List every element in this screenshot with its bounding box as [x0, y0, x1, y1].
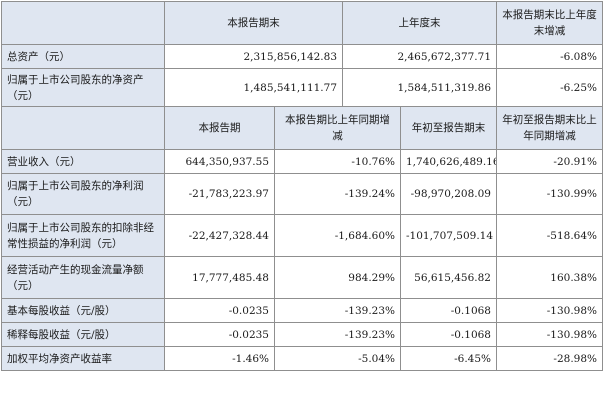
bottom-header-yoy-change: 本报告期比上年同期增减 [274, 106, 401, 150]
value-cell: 984.29% [274, 256, 401, 299]
value-cell: 1,485,541,111.77 [164, 68, 343, 107]
top-header-change: 本报告期末比上年度末增减 [496, 1, 603, 45]
row-label: 归属于上市公司股东的净资产（元） [1, 68, 165, 107]
table-row: 加权平均净资产收益率 -1.46% -5.04% -6.45% -28.98% [1, 346, 603, 371]
value-cell: -130.99% [496, 173, 603, 215]
value-cell: -5.04% [274, 346, 401, 371]
value-cell: -6.25% [496, 68, 603, 107]
value-cell: -0.1068 [400, 298, 497, 323]
bottom-header-row: 本报告期 本报告期比上年同期增减 年初至报告期末 年初至报告期末比上年同期增减 [1, 106, 603, 150]
bottom-corner-cell [1, 106, 165, 150]
top-header-prior-year-end: 上年度末 [342, 1, 497, 45]
value-cell: -20.91% [496, 149, 603, 174]
table-row: 基本每股收益（元/股） -0.0235 -139.23% -0.1068 -13… [1, 298, 603, 323]
top-corner-cell [1, 1, 165, 45]
table-row: 营业收入（元） 644,350,937.55 -10.76% 1,740,626… [1, 149, 603, 174]
value-cell: -101,707,509.14 [400, 214, 497, 257]
row-label: 归属于上市公司股东的净利润（元） [1, 173, 165, 215]
value-cell: 160.38% [496, 256, 603, 299]
table-row: 经营活动产生的现金流量净额（元） 17,777,485.48 984.29% 5… [1, 256, 603, 299]
top-header-row: 本报告期末 上年度末 本报告期末比上年度末增减 [1, 1, 603, 45]
value-cell: -6.08% [496, 44, 603, 69]
table-row: 稀释每股收益（元/股） -0.0235 -139.23% -0.1068 -13… [1, 322, 603, 347]
value-cell: -130.98% [496, 298, 603, 323]
value-cell: -1.46% [164, 346, 275, 371]
table-row: 归属于上市公司股东的净利润（元） -21,783,223.97 -139.24%… [1, 173, 603, 215]
value-cell: -139.24% [274, 173, 401, 215]
value-cell: -6.45% [400, 346, 497, 371]
financial-summary-table: 本报告期末 上年度末 本报告期末比上年度末增减 总资产（元） 2,315,856… [1, 1, 603, 371]
value-cell: 2,465,672,377.71 [342, 44, 497, 69]
bottom-header-current-period: 本报告期 [164, 106, 275, 150]
value-cell: -139.23% [274, 322, 401, 347]
value-cell: 1,584,511,319.86 [342, 68, 497, 107]
row-label: 稀释每股收益（元/股） [1, 322, 165, 347]
row-label: 归属于上市公司股东的扣除非经常性损益的净利润（元） [1, 214, 165, 257]
value-cell: -139.23% [274, 298, 401, 323]
table-row: 归属于上市公司股东的净资产（元） 1,485,541,111.77 1,584,… [1, 68, 603, 107]
top-header-current-period-end: 本报告期末 [164, 1, 343, 45]
value-cell: -0.0235 [164, 322, 275, 347]
value-cell: 56,615,456.82 [400, 256, 497, 299]
value-cell: 1,740,626,489.16 [400, 149, 497, 174]
value-cell: -130.98% [496, 322, 603, 347]
table-row: 归属于上市公司股东的扣除非经常性损益的净利润（元） -22,427,328.44… [1, 214, 603, 257]
value-cell: -98,970,208.09 [400, 173, 497, 215]
table-row: 总资产（元） 2,315,856,142.83 2,465,672,377.71… [1, 44, 603, 69]
value-cell: 644,350,937.55 [164, 149, 275, 174]
value-cell: -0.1068 [400, 322, 497, 347]
value-cell: 17,777,485.48 [164, 256, 275, 299]
bottom-header-ytd-yoy-change: 年初至报告期末比上年同期增减 [496, 106, 603, 150]
value-cell: 2,315,856,142.83 [164, 44, 343, 69]
row-label: 总资产（元） [1, 44, 165, 69]
value-cell: -28.98% [496, 346, 603, 371]
row-label: 营业收入（元） [1, 149, 165, 174]
row-label: 加权平均净资产收益率 [1, 346, 165, 371]
row-label: 基本每股收益（元/股） [1, 298, 165, 323]
value-cell: -21,783,223.97 [164, 173, 275, 215]
row-label: 经营活动产生的现金流量净额（元） [1, 256, 165, 299]
bottom-header-ytd: 年初至报告期末 [400, 106, 497, 150]
value-cell: -22,427,328.44 [164, 214, 275, 257]
value-cell: -518.64% [496, 214, 603, 257]
value-cell: -1,684.60% [274, 214, 401, 257]
value-cell: -10.76% [274, 149, 401, 174]
value-cell: -0.0235 [164, 298, 275, 323]
